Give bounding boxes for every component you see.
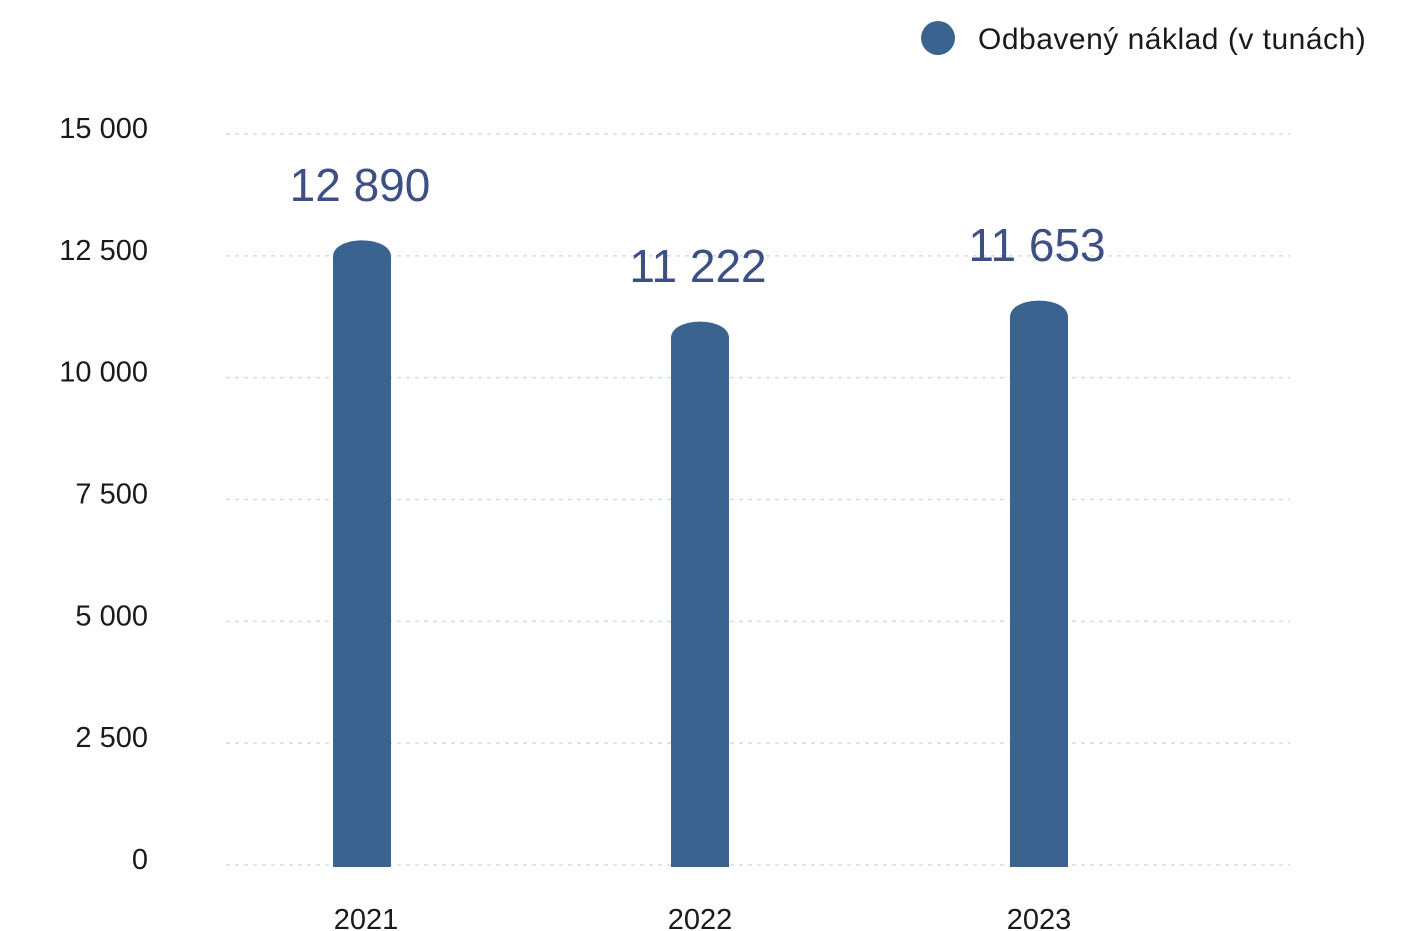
y-tick-label: 2 500 xyxy=(75,722,148,754)
bar-2023 xyxy=(1010,300,1068,867)
x-tick-label-2022: 2022 xyxy=(668,904,733,931)
data-labels: 12 890 11 222 11 653 xyxy=(290,159,1106,292)
legend: Odbavený náklad (v tunách) xyxy=(921,21,1366,56)
x-axis-tick-labels: 2021 2022 2023 xyxy=(334,904,1072,931)
legend-marker xyxy=(921,21,955,55)
legend-label: Odbavený náklad (v tunách) xyxy=(978,23,1366,56)
bar-2022 xyxy=(671,321,729,868)
data-label-2023: 11 653 xyxy=(968,219,1105,271)
y-tick-label: 5 000 xyxy=(75,600,148,632)
x-tick-label-2021: 2021 xyxy=(334,904,399,931)
x-tick-label-2023: 2023 xyxy=(1007,904,1072,931)
gridlines xyxy=(226,133,1290,866)
y-axis-tick-labels: 0 2 500 5 000 7 500 10 000 12 500 15 000 xyxy=(59,113,148,876)
bar-2021 xyxy=(333,240,391,867)
y-tick-label: 7 500 xyxy=(75,479,148,511)
y-tick-label: 15 000 xyxy=(59,113,148,145)
y-tick-label: 10 000 xyxy=(59,357,148,389)
y-tick-label: 12 500 xyxy=(59,235,148,267)
data-label-2021: 12 890 xyxy=(290,159,431,211)
bars xyxy=(333,240,1068,868)
data-label-2022: 11 222 xyxy=(629,240,766,292)
y-tick-label: 0 xyxy=(132,844,148,876)
